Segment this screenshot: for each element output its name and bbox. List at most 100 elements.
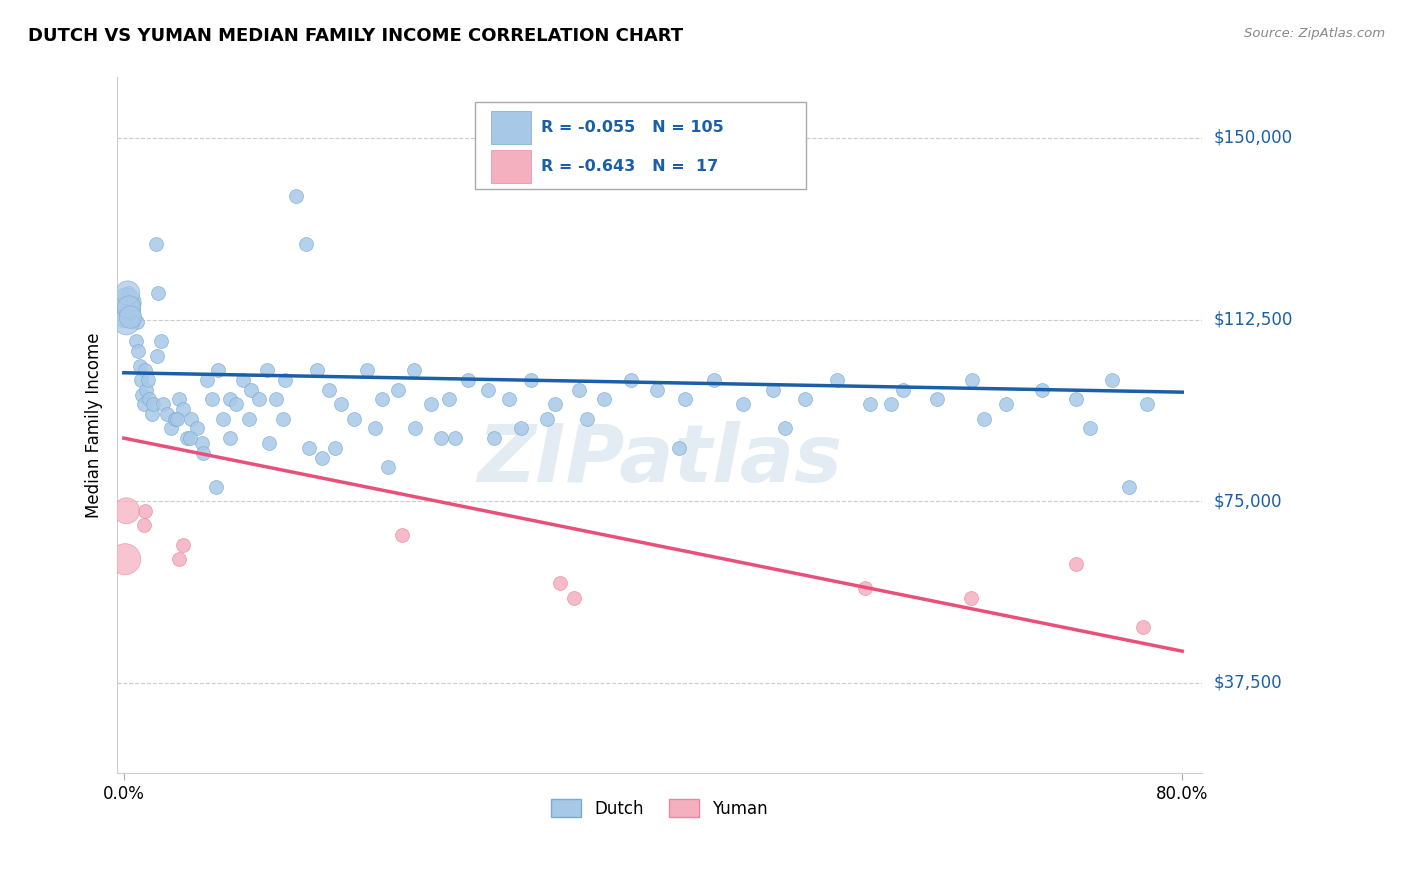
Point — [371, 392, 394, 407]
Point — [645, 383, 668, 397]
Point — [205, 479, 228, 493]
Point — [1101, 373, 1123, 387]
Point — [225, 397, 247, 411]
Point — [1078, 421, 1101, 435]
Point — [152, 397, 174, 411]
Point — [146, 349, 169, 363]
Point — [568, 383, 591, 397]
Point — [318, 383, 340, 397]
Y-axis label: Median Family Income: Median Family Income — [86, 333, 103, 518]
Point — [593, 392, 616, 407]
Point — [703, 373, 725, 387]
Point — [973, 411, 995, 425]
Point — [166, 411, 188, 425]
Point — [131, 387, 153, 401]
Text: R = -0.055   N = 105: R = -0.055 N = 105 — [541, 120, 724, 136]
Point — [404, 421, 426, 435]
Point — [1066, 557, 1088, 571]
Point — [191, 436, 214, 450]
FancyBboxPatch shape — [492, 112, 530, 145]
Point — [115, 504, 138, 518]
Point — [284, 189, 307, 203]
Point — [364, 421, 387, 435]
Point — [668, 441, 690, 455]
Point — [274, 373, 297, 387]
Point — [127, 343, 149, 358]
Point — [325, 441, 347, 455]
Point — [176, 431, 198, 445]
Text: Source: ZipAtlas.com: Source: ZipAtlas.com — [1244, 27, 1385, 40]
Point — [141, 407, 163, 421]
Point — [172, 402, 194, 417]
Point — [172, 538, 194, 552]
Text: $37,500: $37,500 — [1213, 673, 1282, 691]
Point — [247, 392, 270, 407]
Point — [356, 363, 378, 377]
Point — [430, 431, 453, 445]
Point — [1132, 620, 1154, 634]
Point — [138, 392, 160, 407]
Point — [114, 305, 136, 319]
Point — [825, 373, 848, 387]
Point — [484, 431, 506, 445]
Point — [509, 421, 531, 435]
Legend: Dutch, Yuman: Dutch, Yuman — [544, 793, 775, 824]
Point — [169, 552, 191, 566]
Point — [148, 285, 170, 300]
Point — [329, 397, 352, 411]
Point — [132, 397, 155, 411]
Point — [114, 552, 136, 566]
Point — [544, 397, 567, 411]
Point — [377, 460, 399, 475]
Point — [305, 363, 328, 377]
Point — [193, 445, 215, 459]
Point — [122, 295, 145, 310]
Point — [129, 373, 152, 387]
Point — [419, 397, 441, 411]
Point — [125, 315, 148, 329]
Point — [402, 363, 425, 377]
Point — [115, 295, 138, 310]
FancyBboxPatch shape — [475, 102, 806, 189]
Point — [169, 392, 191, 407]
Point — [311, 450, 333, 465]
Point — [1031, 383, 1053, 397]
Point — [498, 392, 520, 407]
Point — [619, 373, 641, 387]
Point — [238, 411, 260, 425]
Point — [128, 359, 150, 373]
FancyBboxPatch shape — [492, 150, 530, 183]
Point — [391, 528, 413, 542]
Point — [186, 421, 208, 435]
Point — [132, 518, 155, 533]
Text: ZIPatlas: ZIPatlas — [477, 421, 842, 500]
Point — [1135, 397, 1157, 411]
Point — [443, 431, 465, 445]
Point — [120, 310, 142, 324]
Text: $112,500: $112,500 — [1213, 310, 1292, 328]
Point — [156, 407, 179, 421]
Point — [117, 285, 139, 300]
Point — [135, 383, 157, 397]
Point — [125, 334, 148, 349]
Point — [212, 411, 235, 425]
Point — [439, 392, 461, 407]
Point — [180, 411, 202, 425]
Point — [160, 421, 183, 435]
Text: $75,000: $75,000 — [1213, 492, 1282, 510]
Point — [232, 373, 254, 387]
Point — [134, 363, 156, 377]
Point — [959, 591, 981, 605]
Point — [271, 411, 294, 425]
Point — [298, 441, 321, 455]
Point — [880, 397, 903, 411]
Point — [259, 436, 281, 450]
Point — [1118, 479, 1140, 493]
Point — [794, 392, 817, 407]
Point — [853, 581, 876, 595]
Point — [457, 373, 479, 387]
Point — [562, 591, 585, 605]
Point — [264, 392, 287, 407]
Point — [118, 301, 141, 315]
Text: R = -0.643   N =  17: R = -0.643 N = 17 — [541, 159, 718, 174]
